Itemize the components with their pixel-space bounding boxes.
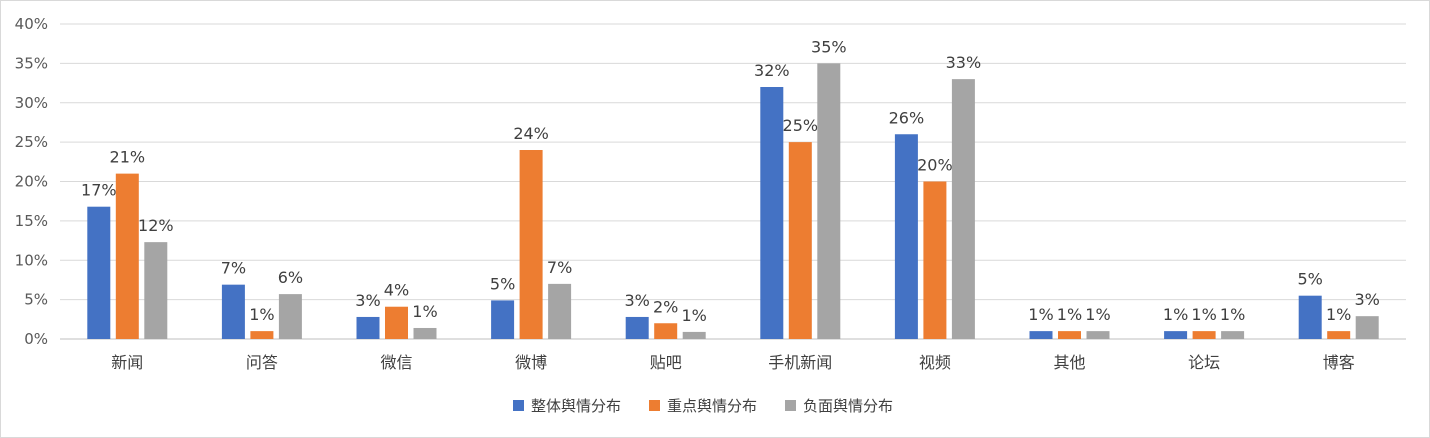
bar-1 — [1298, 295, 1322, 339]
bar-2 — [519, 150, 543, 339]
data-label: 3% — [355, 291, 380, 310]
bar-1 — [491, 300, 515, 339]
bar-2 — [788, 142, 812, 339]
data-label: 25% — [783, 116, 819, 135]
y-tick-label: 5% — [24, 291, 48, 309]
bar-1 — [356, 316, 380, 339]
legend-swatch — [785, 400, 796, 411]
bar-3 — [144, 242, 168, 339]
bar-3 — [1355, 316, 1379, 339]
data-label: 1% — [1220, 305, 1245, 324]
data-label: 1% — [682, 306, 707, 325]
y-tick-label: 40% — [15, 15, 48, 33]
bar-1 — [221, 284, 245, 339]
data-label: 5% — [1298, 270, 1323, 289]
x-category-label: 贴吧 — [650, 353, 682, 372]
data-label: 32% — [754, 61, 790, 80]
bar-3 — [682, 331, 706, 339]
data-label: 33% — [946, 53, 982, 72]
data-label: 26% — [889, 108, 925, 127]
y-tick-label: 35% — [15, 54, 48, 72]
y-tick-label: 20% — [15, 173, 48, 191]
data-label: 7% — [221, 259, 246, 278]
data-label: 1% — [1326, 305, 1351, 324]
bar-3 — [817, 63, 841, 339]
bar-2 — [923, 181, 947, 339]
data-label: 20% — [917, 156, 953, 175]
x-category-label: 论坛 — [1188, 353, 1220, 372]
bar-3 — [413, 327, 437, 339]
x-category-label: 博客 — [1323, 353, 1355, 372]
data-label: 6% — [278, 268, 303, 287]
data-label: 1% — [249, 305, 274, 324]
data-label: 12% — [138, 216, 174, 235]
legend-label: 整体舆情分布 — [531, 397, 621, 415]
legend-swatch — [513, 400, 524, 411]
y-tick-label: 0% — [24, 330, 48, 348]
bar-2 — [250, 331, 274, 339]
bar-3 — [1221, 331, 1245, 339]
x-category-label: 视频 — [919, 353, 951, 372]
legend-label: 负面舆情分布 — [803, 397, 893, 415]
bar-1 — [894, 134, 918, 339]
bar-2 — [1192, 331, 1216, 339]
legend-swatch — [649, 400, 660, 411]
data-label: 1% — [1028, 305, 1053, 324]
bar-2 — [115, 173, 139, 339]
bar-3 — [951, 79, 975, 339]
data-label: 1% — [1057, 305, 1082, 324]
bar-1 — [87, 206, 111, 339]
data-label: 24% — [513, 124, 549, 143]
data-label: 35% — [811, 37, 847, 56]
y-tick-label: 30% — [15, 94, 48, 112]
bar-3 — [548, 283, 572, 339]
y-tick-label: 25% — [15, 133, 48, 151]
bar-3 — [278, 294, 302, 339]
bar-1 — [1164, 331, 1188, 339]
legend-label: 重点舆情分布 — [667, 397, 757, 415]
data-label: 21% — [110, 148, 146, 167]
data-label: 1% — [1191, 305, 1216, 324]
x-category-label: 微博 — [515, 353, 547, 372]
data-label: 2% — [653, 297, 678, 316]
data-label: 1% — [1085, 305, 1110, 324]
data-label: 17% — [81, 181, 117, 200]
x-category-label: 微信 — [380, 353, 412, 372]
bar-1 — [625, 316, 649, 339]
x-category-label: 问答 — [246, 353, 278, 372]
bar-1 — [1029, 331, 1053, 339]
y-tick-label: 15% — [15, 212, 48, 230]
data-label: 5% — [490, 274, 515, 293]
bar-2 — [1058, 331, 1081, 339]
bar-2 — [385, 306, 408, 339]
bar-1 — [760, 87, 784, 339]
x-category-label: 新闻 — [111, 353, 143, 372]
bar-2 — [654, 323, 678, 339]
data-label: 3% — [625, 291, 650, 310]
data-label: 7% — [547, 258, 572, 277]
data-label: 3% — [1355, 290, 1380, 309]
x-category-label: 其他 — [1053, 353, 1085, 372]
data-label: 4% — [384, 281, 409, 300]
bar-3 — [1086, 331, 1110, 339]
y-tick-label: 10% — [15, 251, 48, 269]
x-category-label: 手机新闻 — [768, 353, 832, 372]
data-label: 1% — [1163, 305, 1188, 324]
data-label: 1% — [412, 302, 437, 321]
bar-2 — [1327, 331, 1351, 339]
